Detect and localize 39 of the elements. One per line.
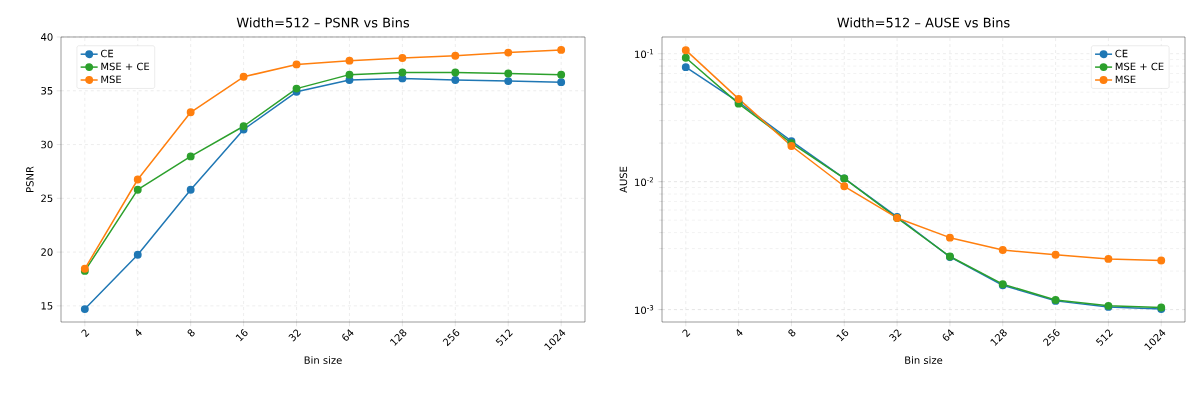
x-tick-label: 8 [187, 329, 195, 337]
x-axis-title: Bin size [905, 356, 943, 364]
y-tick-label: 30 [41, 140, 53, 149]
legend-label: MSE + CE [101, 62, 150, 71]
x-tick-label: 128 [990, 329, 1007, 346]
x-tick-label: 32 [889, 329, 902, 342]
chart-title: Width=512 – PSNR vs Bins [236, 17, 410, 28]
x-tick-label: 512 [495, 329, 513, 347]
y-axis-title: PSNR [26, 166, 34, 192]
y-tick-label: 40 [40, 33, 53, 41]
x-tick-label: 64 [942, 329, 955, 341]
x-tick-label: 512 [1095, 329, 1113, 347]
legend-label: CE [100, 49, 114, 58]
x-tick-label: 2 [682, 329, 691, 338]
y-tick-label: 10$^{-3}$ [635, 305, 654, 315]
x-axis-title: Bin size [304, 356, 342, 364]
x-tick-label: 4 [135, 329, 142, 337]
x-tick-label: 128 [390, 329, 407, 346]
legend-label: MSE [1115, 75, 1136, 84]
x-tick-label: 16 [235, 328, 248, 342]
x-tick-label: 256 [442, 328, 460, 347]
chart-title: Width=512 – AUSE vs Bins [837, 17, 1010, 28]
y-tick-label: 10$^{-2}$ [635, 177, 654, 187]
x-tick-label: 2 [81, 329, 90, 338]
y-tick-label: 20 [41, 248, 53, 256]
x-tick-label: 32 [288, 329, 302, 342]
legend-label: CE [1115, 49, 1128, 58]
y-tick-label: 25 [41, 194, 53, 203]
x-tick-label: 64 [342, 329, 354, 341]
y-tick-label: 10$^{-1}$ [635, 49, 654, 59]
x-tick-label: 8 [788, 329, 796, 337]
x-tick-label: 256 [1042, 328, 1060, 347]
legend-label: MSE [101, 75, 122, 84]
y-axis-title: AUSE [619, 166, 628, 193]
x-tick-label: 4 [736, 329, 743, 337]
x-tick-label: 16 [836, 328, 849, 342]
legend-label: MSE + CE [1115, 62, 1164, 71]
y-tick-label: 35 [41, 86, 53, 95]
y-tick-label: 15 [41, 302, 53, 310]
